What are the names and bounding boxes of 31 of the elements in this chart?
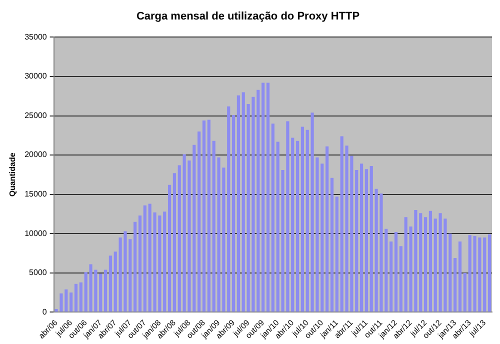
bar xyxy=(300,126,304,312)
bar xyxy=(236,95,240,312)
bar xyxy=(330,178,334,312)
bar xyxy=(428,210,432,312)
bar xyxy=(172,173,176,312)
bar xyxy=(394,232,398,312)
bar xyxy=(458,241,462,312)
bar xyxy=(296,140,300,312)
bar xyxy=(232,114,236,312)
bar xyxy=(488,234,492,312)
y-tick-label: 35000 xyxy=(24,32,48,42)
y-tick-label: 25000 xyxy=(24,110,48,120)
y-axis-title: Quantidade xyxy=(8,152,18,197)
y-tick-label: 5000 xyxy=(29,268,48,278)
y-tick-label: 15000 xyxy=(24,190,48,199)
bar xyxy=(364,169,368,312)
bar xyxy=(104,270,108,312)
bar xyxy=(202,120,206,312)
y-tick-label: 20000 xyxy=(24,150,48,160)
bar xyxy=(360,164,364,312)
bar xyxy=(227,106,230,312)
bar xyxy=(108,256,112,312)
bar xyxy=(266,82,270,312)
chart-title: Carga mensal de utilização do Proxy HTTP xyxy=(136,10,360,23)
y-tick-label: 10000 xyxy=(24,228,48,238)
bar xyxy=(138,216,142,312)
y-tick-label: 30000 xyxy=(24,72,48,81)
bar xyxy=(424,217,428,312)
bar xyxy=(74,284,78,312)
bar xyxy=(168,184,172,312)
y-tick-label: 0 xyxy=(42,307,48,316)
